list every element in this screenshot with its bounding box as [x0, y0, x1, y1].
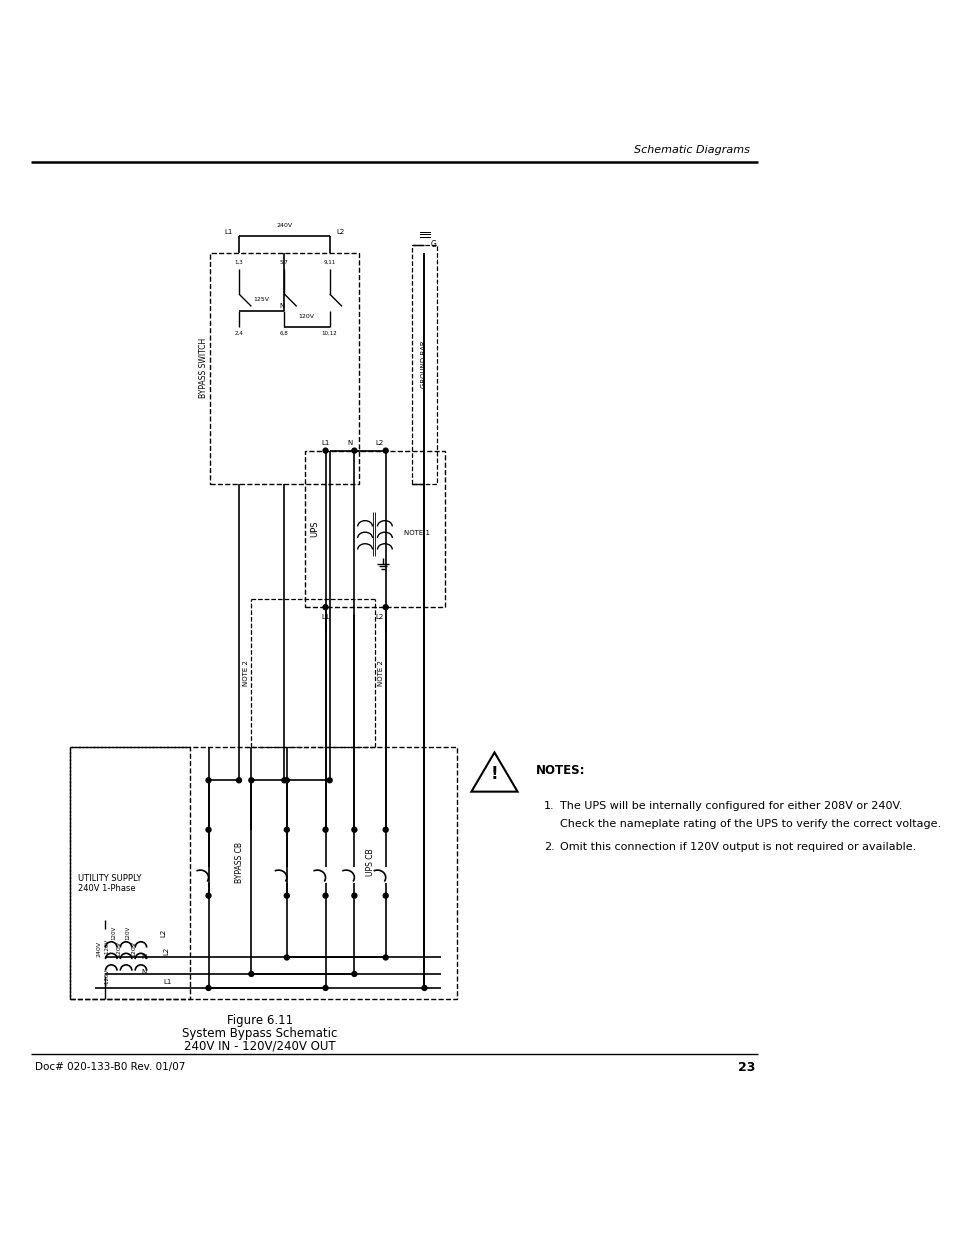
Circle shape	[421, 986, 426, 990]
Text: NOTE 2: NOTE 2	[242, 661, 249, 687]
Text: Figure 6.11: Figure 6.11	[226, 1014, 293, 1028]
Text: UPS CB: UPS CB	[366, 848, 375, 877]
Text: NOTE 2: NOTE 2	[377, 661, 383, 687]
Text: System Bypass Schematic: System Bypass Schematic	[182, 1026, 337, 1040]
Text: 23: 23	[737, 1061, 754, 1073]
Circle shape	[383, 605, 388, 610]
Text: The UPS will be internally configured for either 208V or 240V.: The UPS will be internally configured fo…	[559, 800, 902, 811]
Text: 5,7: 5,7	[279, 261, 289, 266]
Bar	[305, 451, 445, 608]
Text: 240V IN - 120V/240V OUT: 240V IN - 120V/240V OUT	[184, 1039, 335, 1052]
Circle shape	[352, 893, 356, 898]
Text: L1: L1	[321, 441, 330, 447]
Circle shape	[249, 778, 253, 783]
Text: UPS: UPS	[310, 521, 319, 537]
Circle shape	[284, 893, 289, 898]
Circle shape	[383, 955, 388, 960]
Text: L1: L1	[224, 230, 233, 235]
Text: 9,11: 9,11	[323, 261, 335, 266]
Circle shape	[284, 827, 289, 832]
Text: NOTE 1: NOTE 1	[403, 530, 430, 536]
Text: UTILITY SUPPLY
240V 1-Phase: UTILITY SUPPLY 240V 1-Phase	[78, 873, 142, 893]
Text: 120V: 120V	[298, 314, 314, 319]
Text: G: G	[431, 240, 436, 248]
Circle shape	[323, 605, 328, 610]
Circle shape	[383, 893, 388, 898]
Text: BYPASS SWITCH: BYPASS SWITCH	[199, 338, 208, 399]
Text: N: N	[141, 955, 147, 961]
Circle shape	[323, 893, 328, 898]
Circle shape	[323, 827, 328, 832]
Circle shape	[327, 778, 332, 783]
Text: L2: L2	[160, 929, 167, 937]
Text: L2: L2	[163, 947, 169, 955]
Text: -120V: -120V	[105, 969, 110, 986]
Text: $\overline{\overline{\overline{\;\;\;\;}}}$: $\overline{\overline{\overline{\;\;\;\;}…	[418, 231, 430, 241]
Bar	[412, 245, 436, 484]
Text: 125V: 125V	[253, 298, 269, 303]
Text: 240V: 240V	[276, 224, 292, 228]
Text: Schematic Diagrams: Schematic Diagrams	[634, 144, 749, 154]
Text: 2,4: 2,4	[234, 331, 243, 336]
Circle shape	[284, 778, 289, 783]
Text: Check the nameplate rating of the UPS to verify the correct voltage.: Check the nameplate rating of the UPS to…	[559, 819, 941, 829]
Circle shape	[352, 448, 356, 453]
Circle shape	[206, 827, 211, 832]
Text: NOTES:: NOTES:	[536, 764, 584, 777]
Circle shape	[206, 893, 211, 898]
Circle shape	[352, 827, 356, 832]
Text: 240V: 240V	[96, 941, 101, 957]
Circle shape	[323, 986, 328, 990]
Text: L2: L2	[375, 441, 383, 447]
Circle shape	[206, 986, 211, 990]
Circle shape	[284, 955, 289, 960]
Bar	[210, 253, 358, 484]
Text: 1,3: 1,3	[234, 261, 243, 266]
Text: 120V: 120V	[131, 941, 136, 957]
Text: GROUND BAR: GROUND BAR	[421, 341, 427, 388]
Text: 120V: 120V	[116, 941, 121, 957]
Text: Doc# 020-133-B0 Rev. 01/07: Doc# 020-133-B0 Rev. 01/07	[34, 1062, 185, 1072]
Text: 10,12: 10,12	[321, 331, 337, 336]
Circle shape	[206, 778, 211, 783]
Circle shape	[281, 778, 287, 783]
Text: !: !	[490, 764, 497, 783]
Circle shape	[236, 778, 241, 783]
Text: L2: L2	[375, 614, 383, 620]
Text: N: N	[141, 969, 147, 976]
Text: 120V: 120V	[112, 925, 116, 940]
Bar	[70, 747, 456, 999]
Text: N: N	[279, 304, 284, 310]
Circle shape	[383, 827, 388, 832]
Text: 2.: 2.	[543, 842, 554, 852]
Text: L1: L1	[321, 614, 330, 620]
Circle shape	[323, 448, 328, 453]
Circle shape	[249, 972, 253, 977]
Circle shape	[383, 448, 388, 453]
Text: BYPASS CB: BYPASS CB	[234, 842, 243, 883]
Circle shape	[352, 972, 356, 977]
Text: 1.: 1.	[543, 800, 554, 811]
Text: Omit this connection if 120V output is not required or available.: Omit this connection if 120V output is n…	[559, 842, 916, 852]
Text: 6,8: 6,8	[279, 331, 289, 336]
Text: N: N	[347, 441, 353, 447]
Text: -120V: -120V	[105, 939, 110, 955]
Text: 120V: 120V	[125, 925, 131, 940]
Text: L2: L2	[335, 230, 344, 235]
Text: L1: L1	[163, 979, 172, 986]
Bar	[70, 747, 190, 999]
